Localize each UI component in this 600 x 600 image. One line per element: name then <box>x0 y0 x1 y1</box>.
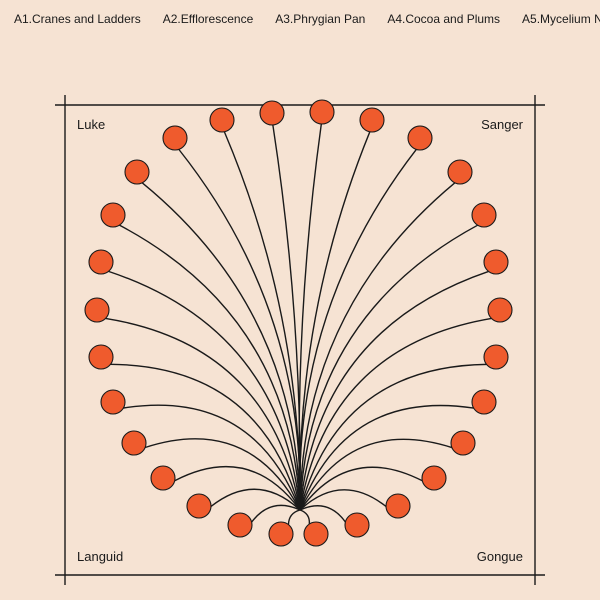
firework-diagram <box>0 0 600 600</box>
album-cover: A1.Cranes and LaddersA2.EfflorescenceA3.… <box>0 0 600 600</box>
